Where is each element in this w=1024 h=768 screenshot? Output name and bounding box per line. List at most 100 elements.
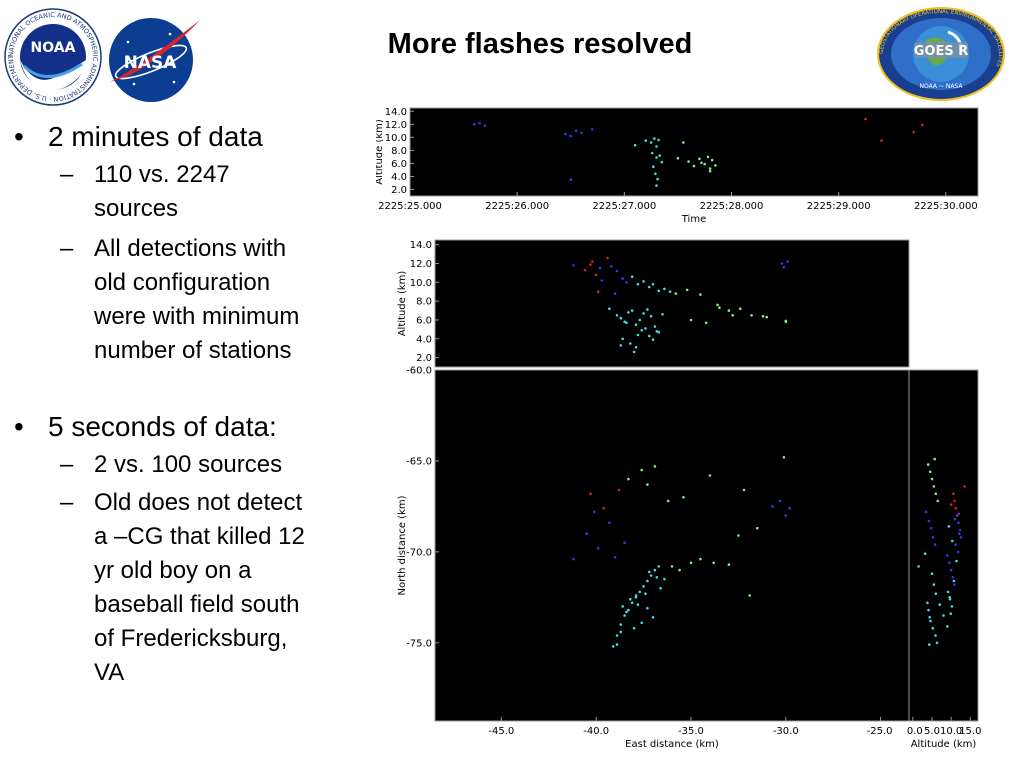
data-point [951, 539, 954, 543]
bullet-item: • 5 seconds of data: [14, 410, 364, 444]
data-point [651, 616, 655, 619]
data-point [629, 342, 632, 345]
text-line: 2 vs. 100 sources [94, 451, 283, 478]
data-point [617, 488, 621, 492]
data-point [646, 308, 649, 311]
data-point [663, 577, 666, 581]
dash-icon: – [60, 235, 74, 262]
data-point [634, 323, 638, 326]
y-tick-label: 10.0 [385, 133, 407, 144]
data-point [653, 568, 657, 572]
data-point [646, 483, 649, 486]
sub-bullet-item: – 2 vs. 100 sources [60, 448, 364, 482]
data-point [955, 559, 958, 563]
data-point [951, 576, 954, 579]
data-point [706, 155, 710, 159]
data-point [946, 625, 949, 628]
data-point [650, 151, 654, 155]
data-point [946, 590, 950, 594]
data-point [666, 499, 670, 503]
sub-bullet-item: – 110 vs. 2247 sources [60, 158, 364, 226]
data-point [727, 563, 731, 566]
data-point [661, 313, 664, 316]
bullet-text: 2 minutes of data [48, 121, 263, 152]
y-axis-label: North distance (km) [397, 495, 408, 595]
y-tick-label: 14.0 [410, 240, 432, 251]
dash-icon: – [60, 489, 74, 516]
data-point [963, 485, 966, 488]
data-point [698, 157, 701, 161]
data-point [934, 592, 938, 595]
x-tick-label: -40.0 [583, 726, 609, 737]
x-axis-label: Altitude (km) [911, 739, 977, 750]
data-point [636, 333, 640, 337]
x-tick-label: -25.0 [867, 726, 893, 737]
lightning-figure: 2.0 4.0 6.0 8.0 10.0 12.0 14.0 2225:25.000 2225:… [376, 107, 981, 750]
data-point [946, 554, 949, 557]
data-point [630, 601, 634, 605]
data-point [921, 123, 924, 127]
data-point [660, 160, 664, 164]
data-point [647, 285, 651, 289]
data-point [646, 606, 649, 610]
data-point [615, 314, 619, 317]
data-point [640, 329, 643, 332]
data-point [685, 288, 689, 292]
x-tick-label: 2225:29.000 [807, 201, 871, 212]
data-point [710, 158, 714, 162]
data-point [953, 499, 956, 503]
text-line: Old does not detect [94, 489, 303, 516]
bullet-list: • 2 minutes of data – 110 vs. 2247 sourc… [14, 120, 364, 690]
data-point [949, 568, 953, 572]
data-point [591, 260, 594, 263]
data-point [602, 506, 605, 510]
data-point [929, 619, 932, 623]
data-point [929, 526, 933, 530]
data-point [589, 263, 592, 266]
x-axis-label: East distance (km) [625, 739, 719, 750]
data-point [925, 510, 928, 514]
data-point [621, 277, 624, 280]
x-tick-label: 2225:26.000 [485, 201, 549, 212]
data-point [930, 572, 934, 575]
data-point [583, 268, 587, 272]
data-point [926, 463, 930, 466]
data-point [712, 561, 715, 565]
data-point [933, 543, 937, 546]
data-point [692, 164, 696, 168]
data-point [742, 488, 746, 492]
data-point [949, 503, 953, 506]
data-point [912, 130, 915, 134]
data-point [642, 312, 645, 315]
y-tick-label: 8.0 [391, 146, 407, 157]
data-point [649, 574, 653, 577]
data-point [928, 616, 931, 619]
data-point [594, 273, 598, 277]
data-point [682, 141, 685, 144]
data-point [644, 592, 647, 595]
data-point [714, 164, 717, 167]
y-tick-label: -60.0 [406, 366, 432, 377]
data-point [928, 470, 932, 474]
x-tick-label: 15.0 [959, 726, 981, 737]
sub-bullet-item: – All detections with old configuration … [60, 232, 364, 368]
data-point [957, 532, 961, 535]
data-point [642, 280, 645, 283]
y-tick-label: 4.0 [391, 172, 407, 183]
plot-panel [434, 369, 910, 722]
data-point [649, 141, 653, 144]
data-point [653, 465, 657, 468]
data-point [708, 167, 712, 170]
data-point [655, 145, 658, 148]
data-point [687, 160, 690, 163]
data-point [572, 557, 575, 561]
data-point [647, 570, 651, 574]
text-line: sources [94, 195, 179, 222]
data-point [761, 314, 765, 318]
data-point [630, 275, 634, 278]
nasa-logo: NASA [109, 18, 200, 102]
data-point [952, 492, 955, 496]
y-tick-label: 8.0 [416, 297, 432, 308]
data-point [625, 281, 628, 284]
data-point [619, 316, 623, 320]
